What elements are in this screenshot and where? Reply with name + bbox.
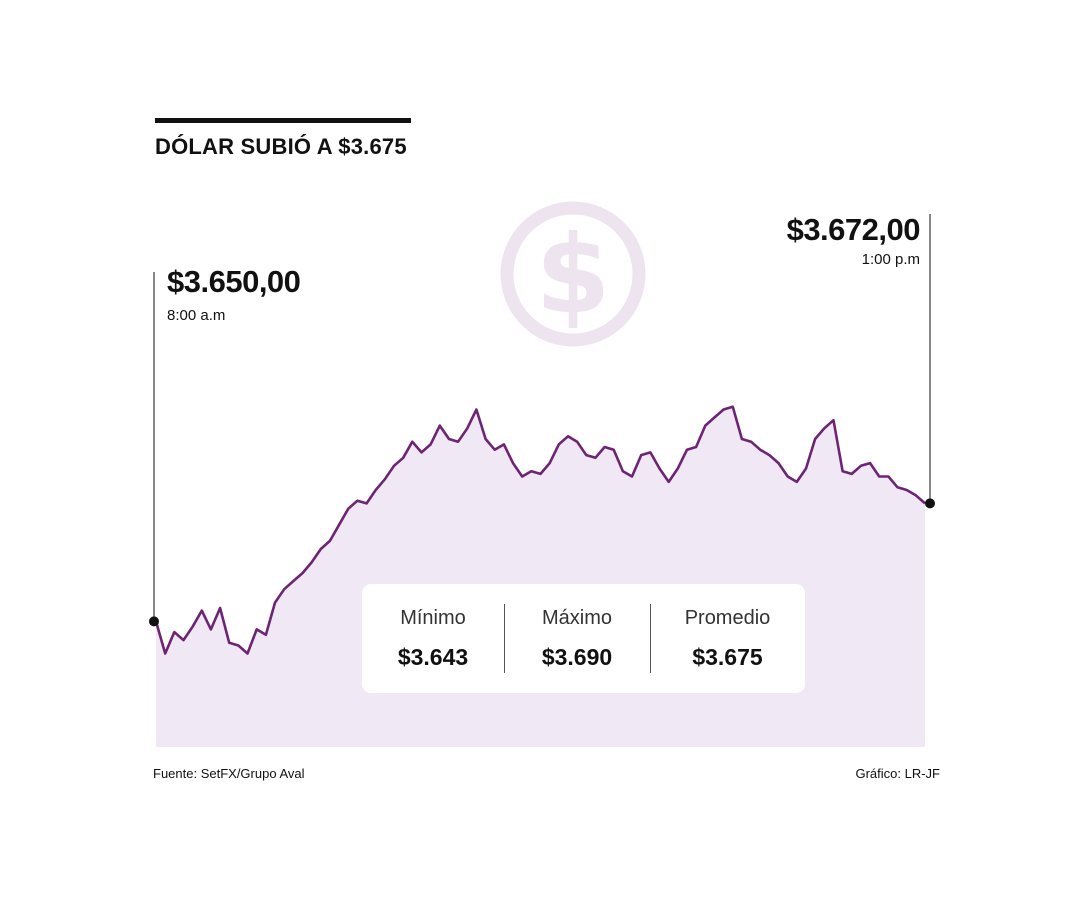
source-note: Fuente: SetFX/Grupo Aval bbox=[153, 766, 305, 781]
stat-max-value: $3.690 bbox=[541, 643, 613, 670]
svg-text:$: $ bbox=[535, 213, 610, 338]
stat-min-label: Mínimo bbox=[400, 606, 466, 629]
start-time: 8:00 a.m bbox=[167, 307, 226, 324]
start-point bbox=[149, 616, 159, 627]
stat-avg-value: $3.675 bbox=[692, 643, 763, 670]
credit-note: Gráfico: LR-JF bbox=[855, 766, 940, 781]
stat-min-value: $3.643 bbox=[397, 643, 469, 670]
stat-avg-label: Promedio bbox=[684, 606, 771, 629]
title-rule bbox=[155, 118, 411, 123]
dollar-coin-icon: $ bbox=[500, 201, 646, 347]
end-point bbox=[925, 498, 935, 509]
end-time: 1:00 p.m bbox=[861, 251, 920, 268]
stat-max-label: Máximo bbox=[541, 606, 612, 629]
series-line bbox=[154, 405, 926, 655]
stat-maximum: Máximo $3.690 bbox=[504, 584, 650, 693]
end-value: $3.672,00 bbox=[786, 212, 921, 247]
stats-box: Mínimo $3.643 Máximo $3.690 Promedio $3.… bbox=[362, 584, 805, 693]
start-value: $3.650,00 bbox=[167, 264, 301, 299]
chart-title: DÓLAR SUBIÓ A $3.675 bbox=[155, 134, 407, 159]
stat-average: Promedio $3.675 bbox=[650, 584, 805, 693]
stat-minimum: Mínimo $3.643 bbox=[362, 584, 504, 693]
